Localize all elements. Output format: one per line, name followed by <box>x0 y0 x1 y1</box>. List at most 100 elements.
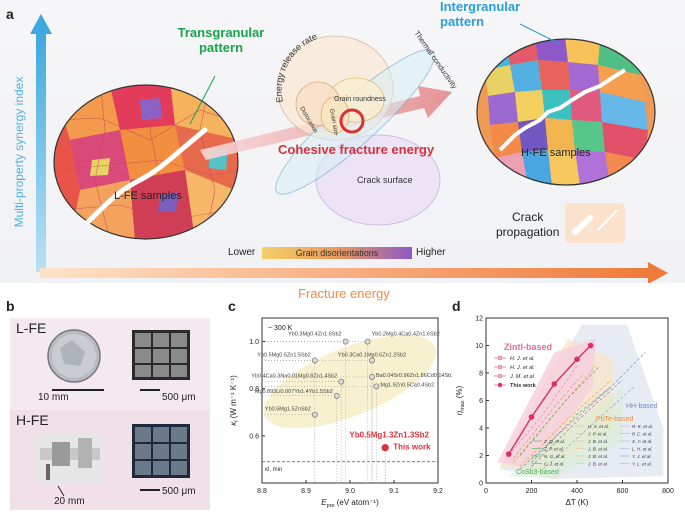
point-label: Yb0.3Mg0.4Zn1.6Sb2 <box>288 332 342 338</box>
x-tick-label: 9.1 <box>389 488 399 495</box>
reference-curve <box>519 379 612 467</box>
x-axis-arrow <box>40 268 650 278</box>
grain-size-label: Grain size <box>328 108 339 136</box>
lfe-grain-circle <box>54 85 238 239</box>
data-point <box>311 357 318 364</box>
legend-entry: Y. L. et al. <box>632 462 652 467</box>
legend-entry: H. J. et al. <box>510 356 535 362</box>
legend-entry: J. M. et al. <box>509 374 535 380</box>
data-point <box>373 383 380 390</box>
panel-c-label: c <box>228 298 236 314</box>
scale-10mm: 10 mm <box>38 392 69 403</box>
reference-curve <box>513 365 596 463</box>
cosb-label: CoSb3-based <box>516 469 559 476</box>
x-tick-label: 200 <box>526 488 538 495</box>
reference-curve <box>508 365 578 456</box>
y-tick-label: 1.0 <box>249 339 259 346</box>
hfe-samples-label: H-FE samples <box>521 147 591 159</box>
data-point <box>342 338 349 345</box>
x-axis-label: Fracture energy <box>298 286 390 301</box>
legend-entry: R. K. et al. <box>632 424 653 429</box>
kmin-label: κl, min <box>265 467 282 473</box>
crack-propagation-line2: propagation <box>496 225 560 239</box>
bar-lower-label: Lower <box>228 247 256 258</box>
transgranular-crack <box>85 127 208 225</box>
scale-20mm: 20 mm <box>54 496 85 507</box>
point-label: Yb0.5Mg1.5ZnSb2 <box>265 407 311 413</box>
x-axis-label: Epre (eV atom⁻¹) <box>321 498 379 509</box>
x-tick-label: 8.8 <box>257 488 267 495</box>
reference-curve <box>519 365 600 456</box>
reference-curve <box>531 379 623 467</box>
legend-entry: X. Y. et al. <box>631 439 652 444</box>
legend-marker <box>497 382 503 388</box>
transgranular-label: Transgranular pattern <box>177 25 265 55</box>
point-label: Mg0.893Li0.007Yb1.4Yb1.5Sb2 <box>255 389 333 395</box>
data-point <box>369 357 375 364</box>
point-label: Mg1.9Zn0.5Ca0.4Sb2 <box>380 382 434 388</box>
this-work-point <box>381 444 389 452</box>
scale-500um-2: 500 μm <box>162 486 196 497</box>
intergranular-crack <box>498 68 627 152</box>
legend-entry: J. B. et al. <box>587 462 608 467</box>
region-ellipse <box>263 334 437 429</box>
temperature-label: ~ 300 K <box>268 325 293 332</box>
this-work-point <box>587 342 594 349</box>
legend-entry: C. J. et al. <box>544 462 564 467</box>
reference-curve <box>531 386 612 463</box>
point-label: Ba0.04Sr0.96Zn1.86Cd0.14Sb2 <box>376 373 452 379</box>
panel-c-chart: κl, min 8.8 8.9 9.0 9.1 9.2 0.6 0.8 1.0 Epre (eV … <box>229 317 452 509</box>
legend-entry: J. B. et al. <box>587 454 608 459</box>
grain-roundness-label: Grain roundness <box>334 96 386 103</box>
data-point <box>364 338 371 345</box>
y-axis-label: κl (W m⁻¹ K⁻¹) <box>229 375 240 426</box>
data-point <box>333 392 340 399</box>
lfe-title: L-FE <box>16 320 47 336</box>
cohesive-fracture-label: Cohesive fracture energy <box>278 142 435 157</box>
y-tick-label: 0.6 <box>249 433 259 440</box>
legend-entry: P. C. et al. <box>632 432 652 437</box>
y-tick-label: 6 <box>479 398 483 405</box>
hfe-caliper-photo <box>36 433 106 483</box>
intergranular-label: Intergranular pattern <box>440 0 521 29</box>
zintl-region <box>497 338 596 470</box>
y-tick-label: 0 <box>479 481 483 488</box>
legend-entry: J. B. et al. <box>587 439 608 444</box>
y-tick-label: 12 <box>475 316 483 323</box>
hh-label: HH-based <box>626 403 658 410</box>
panel-a-diagram: Energy release rate Grain roundness Disl… <box>30 14 668 283</box>
data-point <box>369 374 375 380</box>
point-label: Yb0.2Mg0.4Ca0.4Zn1.6Sb2 <box>372 332 440 338</box>
legend-marker <box>497 355 503 361</box>
x-tick-label: 600 <box>617 488 629 495</box>
legend-entry: Z. P. et al. <box>543 447 564 452</box>
zintl-label: Zintl-based <box>504 342 552 352</box>
panel-d-label: d <box>452 298 461 314</box>
legend-entry: J. P. et al. <box>587 432 607 437</box>
hfe-title: H-FE <box>16 412 49 428</box>
crack-propagation-line1: Crack <box>512 210 544 224</box>
y-axis-arrow <box>36 32 46 272</box>
hfe-sem-grid <box>132 424 190 478</box>
y-tick-label: 4 <box>479 426 483 433</box>
panel-d-chart: 0 200 400 600 800 0 2 4 6 8 10 12 ΔT (K) ηmax (%) Zint… <box>455 316 674 508</box>
legend-entry: J. B. et al. <box>587 447 608 452</box>
this-work-point <box>551 381 558 387</box>
legend-entry: L. H. et al. <box>632 447 653 452</box>
x-tick-label: 400 <box>571 488 583 495</box>
x-tick-label: 9.0 <box>345 488 355 495</box>
legend-entry: H. X. et al. <box>588 424 609 429</box>
x-tick-label: 9.2 <box>433 488 443 495</box>
panel-a-label: a <box>6 6 14 22</box>
lfe-samples-label: L-FE samples <box>114 190 182 202</box>
this-work-point <box>505 451 512 457</box>
legend-entry: Z. Q. et al. <box>543 439 565 444</box>
legend-entry: N. G. et al. <box>544 454 566 459</box>
x-tick-label: 800 <box>662 488 674 495</box>
legend-entry: Y. J. et al. <box>632 454 652 459</box>
this-work-label: This work <box>393 443 431 452</box>
y-tick-label: 10 <box>475 343 483 350</box>
lfe-sem-grid <box>132 330 190 380</box>
bar-higher-label: Higher <box>416 247 446 258</box>
